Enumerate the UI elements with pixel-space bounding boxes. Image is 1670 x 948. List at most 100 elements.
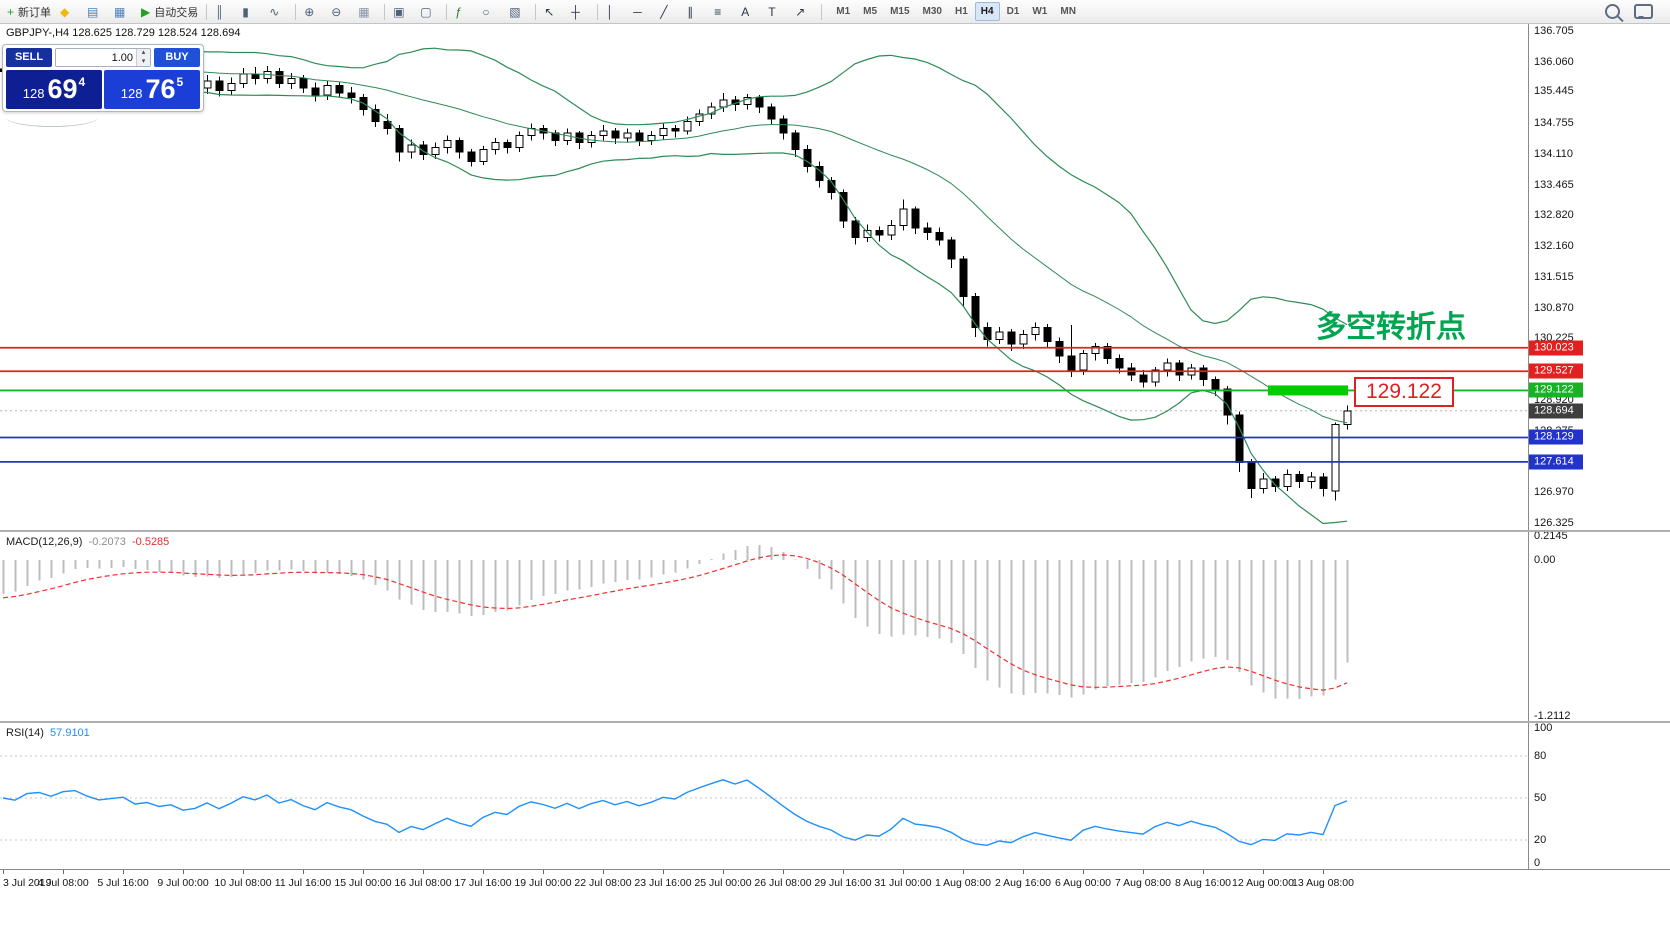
sell-button[interactable]: SELL xyxy=(6,48,52,67)
price-chart-window[interactable]: GBPJPY-,H4 128.625 128.729 128.524 128.6… xyxy=(0,24,1528,530)
highlight-zone[interactable] xyxy=(1268,385,1348,396)
timeframe-H4[interactable]: H4 xyxy=(974,2,1000,21)
turning-point-annotation[interactable]: 多空转折点 xyxy=(1316,311,1466,344)
templates-button[interactable]: ▧ xyxy=(505,1,531,23)
mql5-community-button[interactable]: ◆ xyxy=(56,1,82,23)
timeframe-H1[interactable]: H1 xyxy=(954,6,968,17)
candle-body xyxy=(515,135,524,148)
macd-chart-canvas[interactable] xyxy=(0,532,1528,721)
new-order-icon: + xyxy=(7,4,15,19)
rsi-indicator-panel[interactable]: RSI(14) 57.9101 xyxy=(0,723,1528,869)
rsi-scale-label: 100 xyxy=(1534,722,1553,734)
rsi-chart-canvas[interactable] xyxy=(0,723,1528,869)
trendline-button[interactable]: ╱ xyxy=(656,1,682,23)
market-watch-button[interactable]: ▤ xyxy=(83,1,109,23)
timeframe-M5[interactable]: M5 xyxy=(863,6,878,17)
price-scale-label: 132.160 xyxy=(1534,240,1574,252)
toolbar: + 新订单 ◆ ▤ ▦ ▶ 自动交易 ║ ▮ ∿ ⊕ ⊖ ▦ ▣ ▢ ƒ ○ ▧ ↖ ┼ │ ─ ╱ ∥ ≡ A T ↗ M1 M5 M15… xyxy=(0,0,1670,24)
candle-body xyxy=(983,326,992,340)
tile-windows-button[interactable]: ▣ xyxy=(389,1,415,23)
time-tick xyxy=(723,870,724,874)
horizontal-line-button[interactable]: ─ xyxy=(629,1,655,23)
candle-body xyxy=(287,78,296,84)
candle-body xyxy=(203,80,212,89)
candle-body xyxy=(647,135,656,141)
panel-separator[interactable] xyxy=(0,530,1670,532)
time-axis-label: 2 Aug 16:00 xyxy=(994,877,1052,889)
candle-body xyxy=(899,208,908,227)
timeframe-W1[interactable]: W1 xyxy=(1032,6,1048,17)
macd-histogram xyxy=(2,545,1349,699)
candle-body xyxy=(1247,462,1256,490)
volume-field: ▴ ▾ xyxy=(55,48,151,67)
candle-body xyxy=(935,232,944,241)
volume-up-button[interactable]: ▴ xyxy=(137,49,150,58)
buy-price-button[interactable]: 128 76 5 xyxy=(104,70,200,109)
auto-trading-icon: ▶ xyxy=(141,4,151,19)
price-callout-label[interactable]: 129.122 xyxy=(1354,377,1454,407)
fibonacci-button[interactable]: ≡ xyxy=(710,1,736,23)
buy-price-big: 76 xyxy=(145,74,176,104)
arrows-button[interactable]: ↗ xyxy=(791,1,817,23)
panel-separator[interactable] xyxy=(0,721,1670,723)
candle-body xyxy=(623,132,632,139)
candle-body xyxy=(503,142,512,148)
chat-icon[interactable] xyxy=(1634,4,1653,19)
grid-button[interactable]: ▦ xyxy=(354,1,380,23)
time-axis-label: 4 Jul 08:00 xyxy=(37,877,89,889)
price-chart-canvas[interactable] xyxy=(0,24,1528,530)
time-axis[interactable]: 3 Jul 2019 4 Jul 08:00 5 Jul 16:00 9 Jul 00… xyxy=(0,869,1670,948)
fibonacci-icon: ≡ xyxy=(714,4,722,19)
rsi-scale-label: 50 xyxy=(1534,792,1547,804)
text-label-button[interactable]: T xyxy=(764,1,790,23)
vertical-line-button[interactable]: │ xyxy=(602,1,628,23)
time-axis-label: 17 Jul 16:00 xyxy=(454,877,512,889)
cursor-button[interactable]: ↖ xyxy=(540,1,566,23)
period-selector-button[interactable]: ○ xyxy=(478,1,504,23)
auto-trading-button-label: 自动交易 xyxy=(154,6,199,19)
toolbar-separator xyxy=(597,3,599,20)
candle-body xyxy=(875,229,884,236)
navigator-button[interactable]: ▦ xyxy=(110,1,136,23)
timeframe-M15[interactable]: M15 xyxy=(890,6,910,17)
cascade-windows-button[interactable]: ▢ xyxy=(416,1,442,23)
channel-icon: ∥ xyxy=(687,4,694,19)
candle-body xyxy=(1295,473,1304,483)
price-tag-129.527: 129.527 xyxy=(1529,363,1583,379)
sell-price-button[interactable]: 128 69 4 xyxy=(6,70,102,109)
time-axis-label: 8 Aug 16:00 xyxy=(1174,877,1232,889)
macd-indicator-panel[interactable]: MACD(12,26,9) -0.2073 -0.5285 xyxy=(0,532,1528,721)
candle-body xyxy=(1319,476,1328,490)
candle-body xyxy=(743,97,752,106)
auto-trading-button[interactable]: ▶ 自动交易 xyxy=(137,1,202,23)
candle-body xyxy=(923,227,932,234)
line-chart-icon: ∿ xyxy=(269,4,280,19)
volume-down-button[interactable]: ▾ xyxy=(137,57,150,66)
price-axis[interactable]: 136.705 136.060 135.445 134.755 134.110 133.4… xyxy=(1528,24,1670,869)
zoom-in-button[interactable]: ⊕ xyxy=(300,1,326,23)
volume-input[interactable] xyxy=(56,49,136,66)
timeframe-MN[interactable]: MN xyxy=(1060,6,1076,17)
time-axis-label: 10 Jul 08:00 xyxy=(214,877,272,889)
timeframe-D1[interactable]: D1 xyxy=(1006,6,1020,17)
candle-body xyxy=(419,144,428,155)
buy-button[interactable]: BUY xyxy=(154,48,200,67)
zoom-out-button[interactable]: ⊖ xyxy=(327,1,353,23)
search-icon[interactable] xyxy=(1605,4,1620,19)
bar-chart-button[interactable]: ║ xyxy=(211,1,237,23)
indicators-button[interactable]: ƒ xyxy=(451,1,477,23)
channel-button[interactable]: ∥ xyxy=(683,1,709,23)
line-chart-button[interactable]: ∿ xyxy=(265,1,291,23)
templates-icon: ▧ xyxy=(509,4,521,19)
new-order-button[interactable]: + 新订单 xyxy=(3,1,55,23)
text-button[interactable]: A xyxy=(737,1,763,23)
timeframe-M30[interactable]: M30 xyxy=(922,6,942,17)
time-tick xyxy=(543,870,544,874)
candlestick-chart-button[interactable]: ▮ xyxy=(238,1,264,23)
time-tick xyxy=(123,870,124,874)
candle-body xyxy=(1175,362,1184,376)
crosshair-button[interactable]: ┼ xyxy=(567,1,593,23)
candle-body xyxy=(1055,341,1064,357)
timeframe-M1[interactable]: M1 xyxy=(836,6,851,17)
time-axis-label: 5 Jul 16:00 xyxy=(97,877,149,889)
